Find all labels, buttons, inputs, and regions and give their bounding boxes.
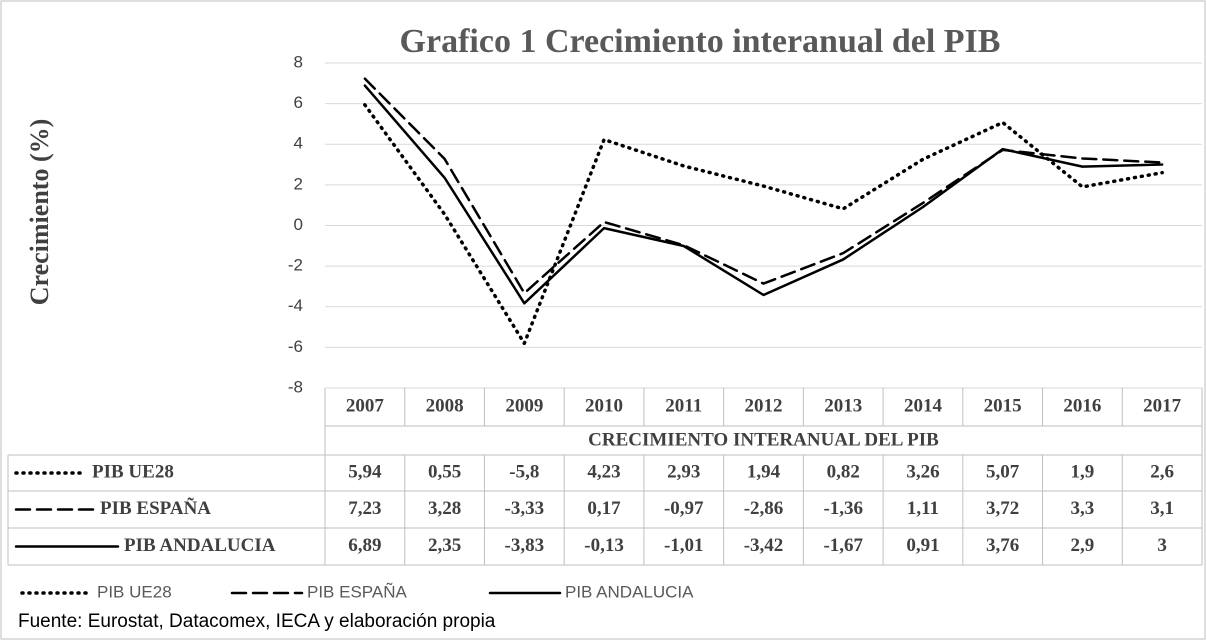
table-cell: 2,93 <box>667 461 700 482</box>
legend-label: PIB ESPAÑA <box>307 582 407 601</box>
table-row-label: PIB UE28 <box>92 461 174 482</box>
x-tick-label: 2015 <box>984 395 1022 416</box>
table-cell: 3 <box>1157 535 1167 556</box>
chart-title: Grafico 1 Crecimiento interanual del PIB <box>400 23 1001 60</box>
table-cell: 6,89 <box>348 535 381 556</box>
table-cell: 2,9 <box>1071 535 1095 556</box>
table-cell: -0,13 <box>584 535 624 556</box>
table-cell: -3,83 <box>505 535 545 556</box>
x-tick-label: 2014 <box>904 395 943 416</box>
x-tick-label: 2007 <box>346 395 385 416</box>
table-row-label: PIB ANDALUCIA <box>124 535 276 556</box>
table-cell: -2,86 <box>744 498 784 519</box>
x-tick-label: 2008 <box>426 395 464 416</box>
y-tick-label: 6 <box>294 93 303 112</box>
table-cell: 1,94 <box>747 461 781 482</box>
table-cell: 1,9 <box>1071 461 1095 482</box>
y-tick-label: 0 <box>294 215 303 234</box>
table-cell: 3,3 <box>1071 498 1095 519</box>
x-tick-label: 2016 <box>1063 395 1101 416</box>
table-cell: -5,8 <box>509 461 539 482</box>
y-tick-label: 2 <box>294 174 303 193</box>
series-line <box>363 103 1164 346</box>
table-cell: -0,97 <box>664 498 704 519</box>
table-cell: 7,23 <box>348 498 381 519</box>
x-tick-label: 2017 <box>1143 395 1182 416</box>
x-axis-label: CRECIMIENTO INTERANUAL DEL PIB <box>588 429 939 450</box>
table-cell: 0,82 <box>827 461 860 482</box>
y-tick-label: -4 <box>288 296 303 315</box>
table-cell: 4,23 <box>587 461 620 482</box>
table-cell: -3,42 <box>744 535 784 556</box>
table-cell: -3,33 <box>505 498 545 519</box>
table-cell: 2,35 <box>428 535 461 556</box>
table-cell: 0,91 <box>906 535 939 556</box>
series-line <box>363 84 1164 305</box>
table-cell: 0,55 <box>428 461 461 482</box>
x-tick-label: 2009 <box>505 395 543 416</box>
x-tick-label: 2013 <box>824 395 862 416</box>
series-line <box>363 77 1164 295</box>
x-tick-label: 2010 <box>585 395 623 416</box>
y-tick-label: 4 <box>294 134 303 153</box>
y-tick-label: -8 <box>288 377 303 396</box>
table-cell: 1,11 <box>907 498 939 519</box>
x-tick-label: 2011 <box>665 395 702 416</box>
y-tick-label: 8 <box>294 52 303 71</box>
y-axis-label: Crecimiento (%) <box>25 119 54 306</box>
table-cell: 5,94 <box>348 461 382 482</box>
table-cell: 3,72 <box>986 498 1019 519</box>
table-cell: -1,36 <box>823 498 863 519</box>
table-cell: -1,01 <box>664 535 704 556</box>
y-tick-label: -6 <box>288 337 303 356</box>
legend-label: PIB UE28 <box>97 582 172 601</box>
table-cell: 3,28 <box>428 498 461 519</box>
table-row-label: PIB ESPAÑA <box>100 497 211 519</box>
x-tick-label: 2012 <box>745 395 783 416</box>
table-cell: 3,1 <box>1150 498 1174 519</box>
legend-label: PIB ANDALUCIA <box>565 582 694 601</box>
source-note: Fuente: Eurostat, Datacomex, IECA y elab… <box>18 611 496 632</box>
table-cell: 3,76 <box>986 535 1019 556</box>
table-cell: -1,67 <box>823 535 863 556</box>
table-cell: 3,26 <box>906 461 939 482</box>
table-cell: 5,07 <box>986 461 1020 482</box>
table-cell: 0,17 <box>587 498 621 519</box>
y-tick-label: -2 <box>288 256 303 275</box>
table-cell: 2,6 <box>1150 461 1174 482</box>
